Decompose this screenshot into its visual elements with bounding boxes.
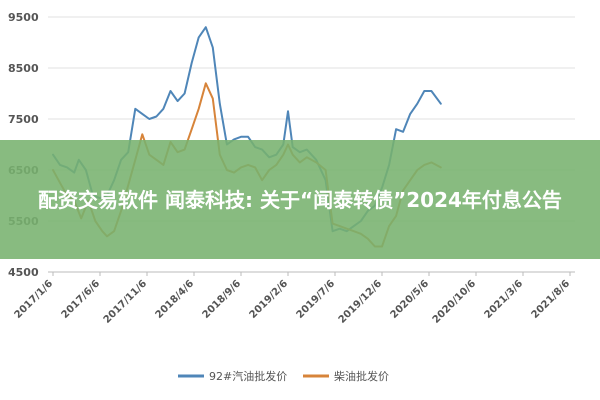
x-tick-label: 2017/1/6 bbox=[13, 278, 55, 320]
headline-text: 配资交易软件 闻泰科技: 关于“闻泰转债”2024年付息公告 bbox=[38, 187, 562, 212]
legend-label-1: 92#汽油批发价 bbox=[209, 369, 287, 383]
x-tick-label: 2017/6/6 bbox=[60, 278, 102, 320]
x-tick-label: 2018/4/6 bbox=[154, 278, 196, 320]
y-tick-label: 4500 bbox=[8, 266, 39, 279]
y-tick-label: 8500 bbox=[8, 62, 39, 75]
y-tick-label: 7500 bbox=[8, 113, 39, 126]
x-tick-label: 2020/5/6 bbox=[389, 278, 431, 320]
y-tick-label: 9500 bbox=[8, 11, 39, 24]
x-axis-ticks: 2017/1/6 2017/6/6 2017/11/6 2018/4/6 2018/9/… bbox=[13, 278, 572, 325]
headline-banner: 配资交易软件 闻泰科技: 关于“闻泰转债”2024年付息公告 bbox=[0, 140, 600, 259]
x-tick-label: 2018/9/6 bbox=[201, 278, 243, 320]
x-tick-label: 2021/8/6 bbox=[530, 278, 572, 320]
chart-legend: 92#汽油批发价 柴油批发价 bbox=[178, 369, 389, 383]
legend-label-2: 柴油批发价 bbox=[334, 369, 389, 383]
x-tick-label: 2017/11/6 bbox=[102, 278, 149, 325]
x-tick-label: 2020/10/6 bbox=[431, 278, 478, 325]
x-tick-label: 2019/7/6 bbox=[295, 278, 337, 320]
x-tick-label: 2021/3/6 bbox=[483, 278, 525, 320]
x-tick-label: 2019/2/6 bbox=[248, 278, 290, 320]
x-tick-label: 2019/12/6 bbox=[337, 278, 384, 325]
